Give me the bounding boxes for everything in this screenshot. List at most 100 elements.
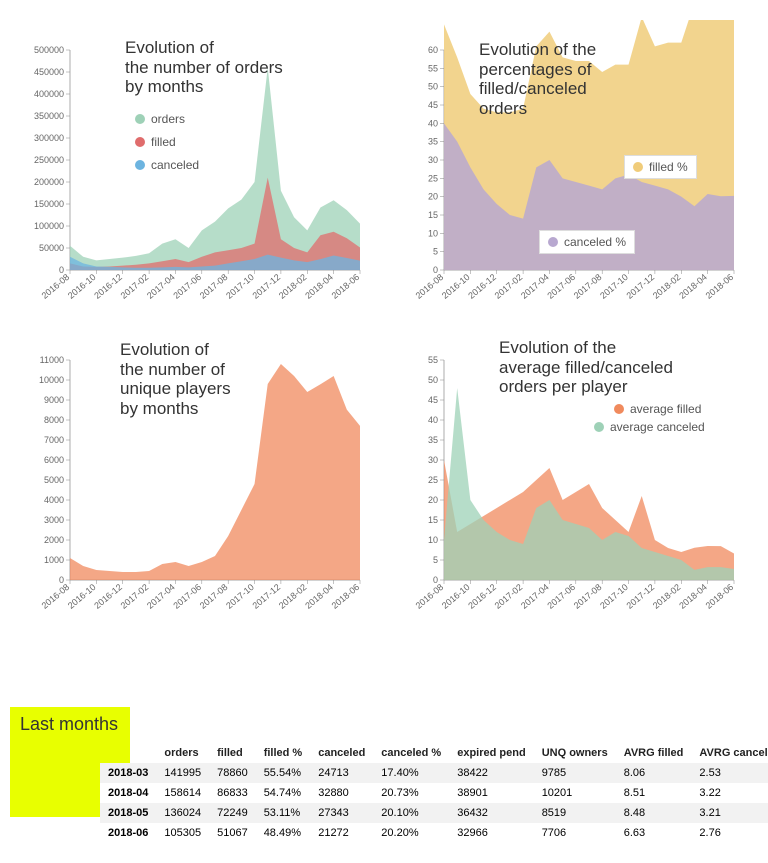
chart-title: Evolution of the average filled/canceled…: [499, 338, 673, 397]
last-months-section: Last months ordersfilledfilled %canceled…: [0, 707, 768, 863]
table-cell: 3.21: [691, 803, 768, 823]
svg-text:2018-02: 2018-02: [277, 582, 309, 611]
svg-text:2018-06: 2018-06: [704, 272, 736, 301]
table-cell: 2018-03: [100, 763, 156, 783]
legend-label: canceled: [151, 158, 199, 172]
chart-unique-players: Evolution of the number of unique player…: [20, 330, 374, 630]
table-header-cell: canceled: [310, 743, 373, 763]
legend-swatch: [135, 137, 145, 147]
chart-avg-per-player: Evolution of the average filled/canceled…: [394, 330, 748, 630]
chart-percent-filled-canceled: Evolution of the percentages of filled/c…: [394, 20, 748, 320]
legend-label: average canceled: [610, 420, 705, 434]
svg-text:10: 10: [428, 535, 438, 545]
charts-grid: Evolution of the number of orders by mon…: [0, 0, 768, 630]
svg-text:60: 60: [428, 45, 438, 55]
svg-text:9000: 9000: [44, 395, 64, 405]
svg-text:6000: 6000: [44, 455, 64, 465]
svg-text:2017-06: 2017-06: [545, 272, 577, 301]
svg-text:450000: 450000: [34, 67, 64, 77]
table-row: 2018-041586148683354.74%3288020.73%38901…: [100, 783, 768, 803]
svg-text:2017-12: 2017-12: [624, 272, 656, 301]
table-row: 2018-061053055106748.49%2127220.20%32966…: [100, 823, 768, 843]
legend-item: canceled: [135, 158, 199, 172]
svg-text:30: 30: [428, 455, 438, 465]
svg-text:2017-02: 2017-02: [119, 272, 151, 301]
svg-text:2018-04: 2018-04: [303, 272, 335, 301]
table-cell: 27343: [310, 803, 373, 823]
table-cell: 3.22: [691, 783, 768, 803]
table-cell: 86833: [209, 783, 256, 803]
svg-text:300000: 300000: [34, 133, 64, 143]
svg-text:25: 25: [428, 475, 438, 485]
svg-text:55: 55: [428, 355, 438, 365]
svg-text:2016-08: 2016-08: [414, 582, 446, 611]
svg-text:2016-08: 2016-08: [40, 272, 72, 301]
svg-text:11000: 11000: [40, 355, 64, 365]
svg-text:200000: 200000: [34, 177, 64, 187]
svg-text:2016-10: 2016-10: [440, 582, 472, 611]
svg-text:20: 20: [428, 495, 438, 505]
svg-text:1000: 1000: [44, 555, 64, 565]
chart-annotation: filled %: [624, 155, 697, 179]
svg-text:2018-02: 2018-02: [651, 582, 683, 611]
table-cell: 20.73%: [373, 783, 449, 803]
table-header-cell: expired pend: [449, 743, 533, 763]
svg-text:2018-04: 2018-04: [677, 582, 709, 611]
legend-label: canceled %: [564, 235, 626, 249]
table-body: 2018-031419957886055.54%2471317.40%38422…: [100, 763, 768, 843]
table-row: 2018-031419957886055.54%2471317.40%38422…: [100, 763, 768, 783]
table-cell: 141995: [156, 763, 209, 783]
legend-item: filled: [135, 135, 176, 149]
table-cell: 78860: [209, 763, 256, 783]
chart-orders-by-month: Evolution of the number of orders by mon…: [20, 20, 374, 320]
svg-text:45: 45: [428, 100, 438, 110]
svg-text:2017-04: 2017-04: [519, 582, 551, 611]
legend-label: orders: [151, 112, 185, 126]
legend-label: filled: [151, 135, 176, 149]
table-cell: 2.53: [691, 763, 768, 783]
svg-text:2016-08: 2016-08: [414, 272, 446, 301]
svg-text:2018-02: 2018-02: [277, 272, 309, 301]
table-header-cell: filled: [209, 743, 256, 763]
table-cell: 9785: [534, 763, 616, 783]
table-header-row: ordersfilledfilled %canceledcanceled %ex…: [100, 743, 768, 763]
table-cell: 158614: [156, 783, 209, 803]
svg-text:2016-08: 2016-08: [40, 582, 72, 611]
table-cell: 48.49%: [256, 823, 311, 843]
svg-text:2018-04: 2018-04: [303, 582, 335, 611]
legend-label: average filled: [630, 402, 701, 416]
svg-text:10000: 10000: [39, 375, 64, 385]
table-cell: 2.76: [691, 823, 768, 843]
last-months-table: ordersfilledfilled %canceledcanceled %ex…: [100, 743, 768, 843]
svg-text:250000: 250000: [34, 155, 64, 165]
table-cell: 7706: [534, 823, 616, 843]
svg-text:400000: 400000: [34, 89, 64, 99]
table-cell: 105305: [156, 823, 209, 843]
svg-text:2017-08: 2017-08: [572, 582, 604, 611]
table-cell: 20.10%: [373, 803, 449, 823]
legend-item: orders: [135, 112, 185, 126]
svg-text:2016-10: 2016-10: [440, 272, 472, 301]
table-cell: 8.48: [616, 803, 692, 823]
svg-text:35: 35: [428, 435, 438, 445]
table-cell: 2018-06: [100, 823, 156, 843]
legend-item: average canceled: [594, 420, 705, 434]
svg-text:2018-06: 2018-06: [330, 582, 362, 611]
svg-text:350000: 350000: [34, 111, 64, 121]
svg-text:2018-06: 2018-06: [704, 582, 736, 611]
table-header-cell: filled %: [256, 743, 311, 763]
table-cell: 38901: [449, 783, 533, 803]
table-header-cell: AVRG filled: [616, 743, 692, 763]
svg-text:500000: 500000: [34, 45, 64, 55]
table-cell: 38422: [449, 763, 533, 783]
table-cell: 8.51: [616, 783, 692, 803]
svg-text:2016-12: 2016-12: [92, 272, 124, 301]
table-cell: 24713: [310, 763, 373, 783]
legend-swatch: [548, 237, 558, 247]
svg-text:2017-08: 2017-08: [572, 272, 604, 301]
svg-text:2017-04: 2017-04: [145, 582, 177, 611]
svg-text:2017-04: 2017-04: [519, 272, 551, 301]
chart-title: Evolution of the number of unique player…: [120, 340, 231, 418]
svg-text:100000: 100000: [34, 221, 64, 231]
legend-swatch: [614, 404, 624, 414]
